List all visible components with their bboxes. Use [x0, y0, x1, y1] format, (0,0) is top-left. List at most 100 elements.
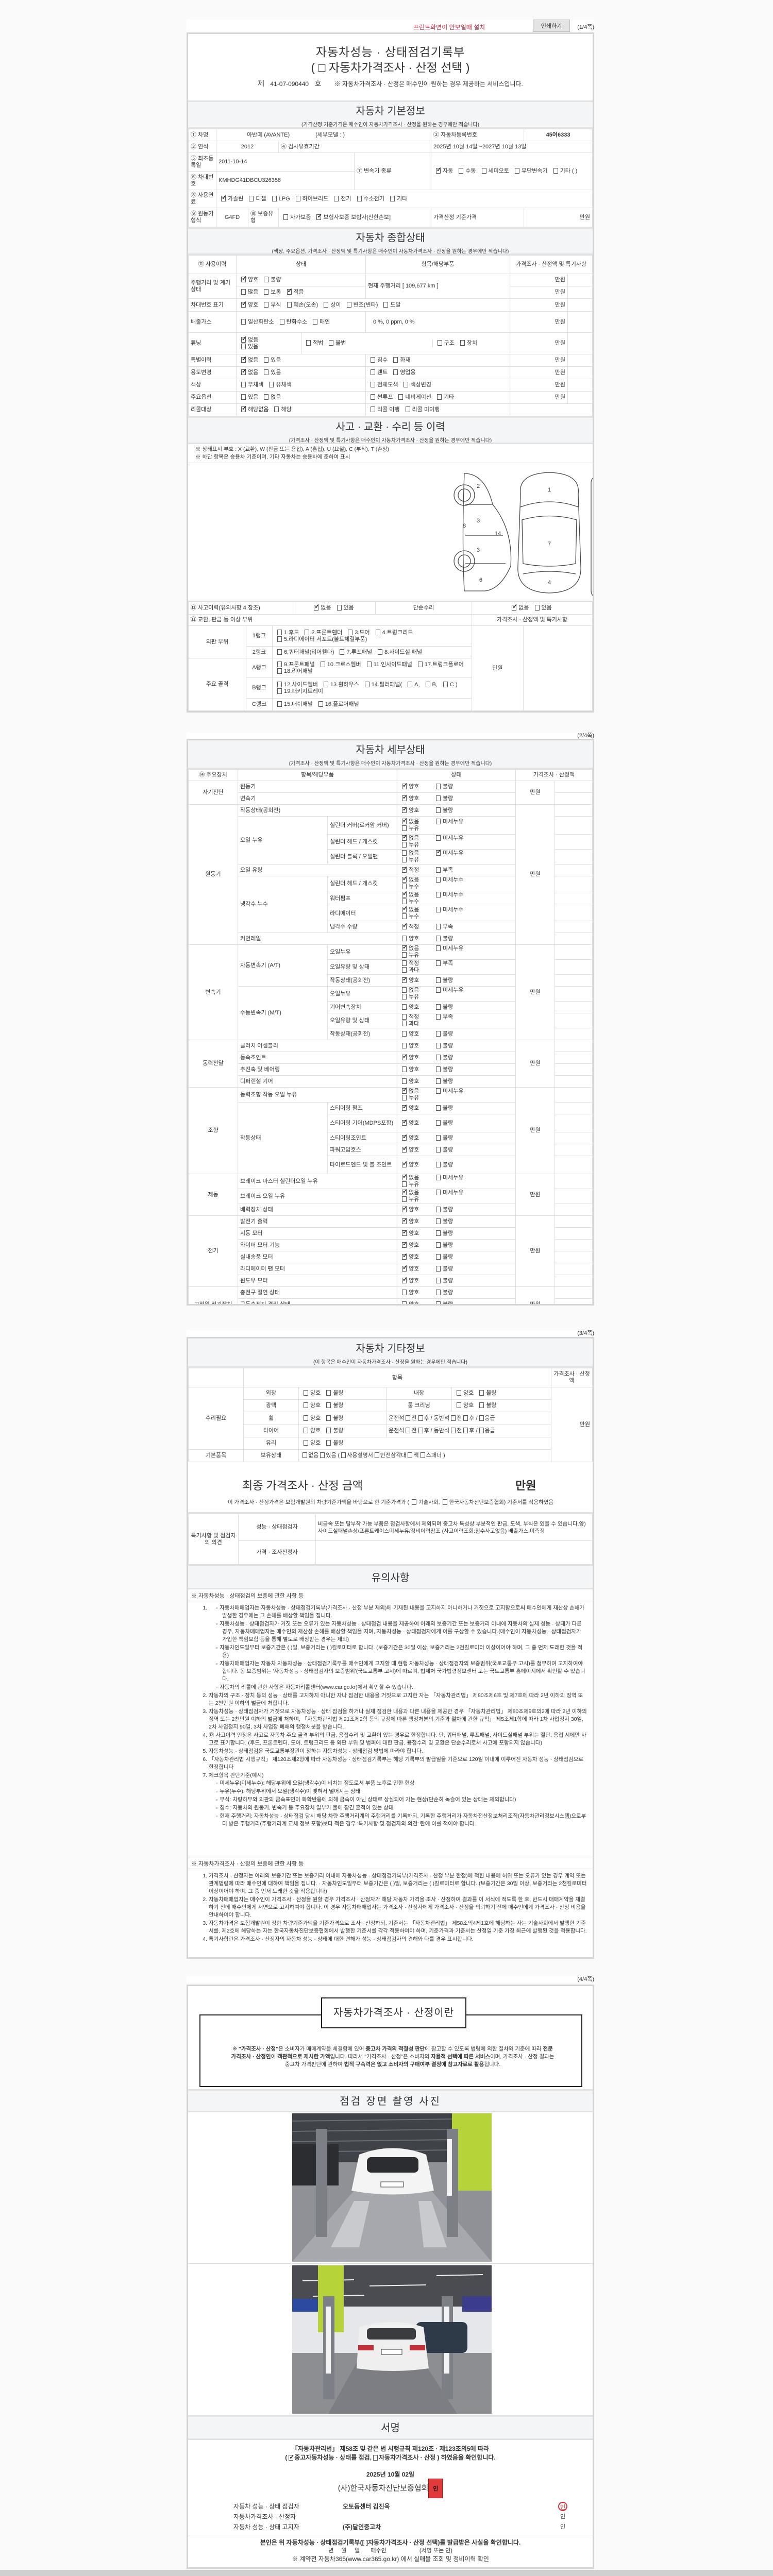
option[interactable]: 적법 [304, 340, 323, 347]
checkbox[interactable] [241, 318, 246, 325]
checkbox[interactable] [402, 1066, 407, 1072]
checkbox[interactable] [373, 2455, 378, 2461]
checkbox[interactable] [481, 168, 486, 174]
option[interactable]: 없음 [311, 603, 331, 612]
checkbox[interactable] [277, 668, 282, 674]
checkbox-checked[interactable] [402, 782, 408, 789]
option[interactable]: 양호 [301, 1402, 321, 1409]
checkbox-checked[interactable] [241, 405, 247, 412]
checkbox[interactable] [402, 1030, 407, 1037]
checkbox-checked[interactable] [402, 1145, 408, 1153]
option[interactable]: 양호 [399, 1066, 430, 1073]
checkbox[interactable] [436, 1161, 441, 1167]
option[interactable]: 기타 [388, 195, 407, 202]
option[interactable]: 후 / [462, 1415, 478, 1422]
option[interactable]: 양호 [301, 1440, 321, 1447]
checkbox[interactable] [277, 681, 282, 687]
option[interactable]: 불량 [433, 1146, 472, 1154]
option[interactable]: 양호 [454, 1390, 474, 1397]
option[interactable]: 많음 [239, 289, 258, 296]
checkbox[interactable] [304, 1390, 308, 1396]
option[interactable]: 탄화수소 [277, 318, 307, 326]
option[interactable]: 후 / 동반석 [417, 1415, 449, 1422]
option[interactable]: 불량 [433, 1030, 472, 1038]
checkbox[interactable] [418, 1428, 423, 1433]
option[interactable]: 누유 [399, 1181, 438, 1188]
option[interactable]: 불량 [433, 1105, 472, 1112]
checkbox[interactable] [264, 301, 269, 308]
option[interactable]: 미세누수 [433, 877, 472, 884]
checkbox[interactable] [420, 1452, 425, 1458]
option[interactable]: 미세누유 [433, 819, 472, 825]
checkbox[interactable] [402, 987, 407, 993]
option[interactable]: 11.인사이드패널 [364, 661, 412, 668]
checkbox[interactable] [436, 819, 441, 824]
option[interactable]: 16.플로어패널 [316, 701, 359, 708]
checkbox[interactable] [402, 1196, 407, 1202]
option[interactable]: 구조 [435, 340, 455, 347]
option[interactable]: 전 [404, 1415, 417, 1422]
checkbox-checked[interactable] [241, 368, 247, 375]
option[interactable]: 매연 [310, 318, 330, 326]
option[interactable]: 없음 [399, 1175, 430, 1181]
checkbox[interactable] [479, 1390, 484, 1396]
checkbox[interactable] [402, 850, 407, 856]
checkbox[interactable] [375, 629, 380, 635]
checkbox[interactable] [408, 1452, 413, 1458]
checkbox[interactable] [346, 301, 351, 308]
option[interactable]: 디젤 [246, 195, 266, 202]
option[interactable]: B, [423, 681, 438, 688]
checkbox-checked[interactable] [402, 1217, 408, 1224]
option[interactable]: 무단변속기 [512, 168, 548, 175]
checkbox[interactable] [366, 661, 372, 667]
checkbox[interactable] [295, 195, 300, 201]
checkbox[interactable] [436, 1014, 441, 1020]
checkbox-checked[interactable] [402, 1205, 408, 1212]
option[interactable]: 전 [404, 1428, 417, 1434]
option[interactable]: 일산화탄소 [239, 318, 274, 326]
checkbox[interactable] [457, 1390, 461, 1396]
option[interactable]: 양호 [399, 1145, 430, 1154]
checkbox[interactable] [241, 382, 246, 387]
option[interactable]: 불량 [324, 1402, 344, 1409]
checkbox[interactable] [425, 681, 430, 687]
option[interactable]: 변조(변타) [344, 301, 378, 309]
checkbox[interactable] [436, 1277, 441, 1283]
checkbox[interactable] [283, 214, 288, 220]
checkbox[interactable] [436, 923, 441, 929]
option[interactable]: 미세누유 [433, 945, 472, 952]
option[interactable]: 양호 [399, 1241, 430, 1249]
option[interactable]: 미세누수 [433, 892, 472, 899]
checkbox[interactable] [241, 394, 246, 400]
checkbox[interactable] [326, 1415, 331, 1421]
option[interactable]: 양호 [399, 1133, 430, 1142]
checkbox-checked[interactable] [221, 194, 227, 201]
option[interactable]: 불량 [324, 1415, 344, 1422]
option[interactable]: 운전석 [389, 1428, 404, 1434]
checkbox[interactable] [374, 1452, 379, 1458]
option[interactable]: 안전삼각대 [373, 1452, 406, 1459]
option[interactable]: 불량 [433, 1054, 472, 1061]
option[interactable]: 양호 [454, 1402, 474, 1409]
option[interactable]: 6.쿼터패널(리어휀다) [275, 649, 334, 656]
option[interactable]: 불량 [433, 1289, 472, 1296]
checkbox-checked[interactable] [402, 806, 408, 813]
checkbox[interactable] [436, 1066, 441, 1072]
checkbox[interactable] [457, 1402, 461, 1408]
checkbox[interactable] [304, 1428, 308, 1433]
option[interactable]: 불량 [433, 783, 472, 790]
checkbox[interactable] [405, 406, 410, 412]
checkbox-checked[interactable] [402, 1276, 408, 1283]
checkbox[interactable] [436, 1265, 441, 1272]
option[interactable]: 없음 [239, 335, 296, 344]
checkbox[interactable] [326, 1428, 331, 1433]
option[interactable]: 누수 [399, 899, 438, 905]
checkbox[interactable] [337, 604, 342, 611]
checkbox-checked[interactable] [314, 603, 320, 611]
option[interactable]: 불량 [433, 1161, 472, 1168]
option[interactable]: 불량 [433, 1206, 472, 1213]
option[interactable]: 리콜 이행 [368, 406, 400, 413]
option[interactable]: 상이 [321, 301, 341, 309]
option[interactable]: 양호 [301, 1428, 321, 1434]
checkbox[interactable] [436, 945, 441, 951]
